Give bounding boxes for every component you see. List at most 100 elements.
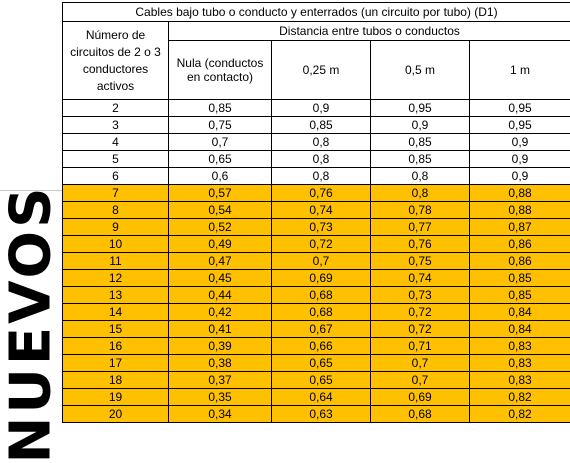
- factor-cell: 0,9: [470, 168, 570, 185]
- factor-cell: 0,57: [169, 185, 272, 202]
- column-header-nula: Nula (conductos en contacto): [169, 41, 272, 100]
- factor-cell: 0,7: [371, 355, 470, 372]
- circuit-count-cell: 8: [63, 202, 169, 219]
- factor-cell: 0,73: [272, 219, 371, 236]
- circuit-count-cell: 9: [63, 219, 169, 236]
- factor-cell: 0,84: [470, 304, 570, 321]
- factor-cell: 0,71: [371, 338, 470, 355]
- circuit-count-cell: 4: [63, 134, 169, 151]
- circuits-header: Número de circuitos de 2 o 3 conductores…: [63, 22, 169, 100]
- factor-cell: 0,8: [371, 185, 470, 202]
- factor-cell: 0,85: [470, 270, 570, 287]
- distance-header: Distancia entre tubos o conductos: [169, 22, 570, 41]
- circuit-count-cell: 17: [63, 355, 169, 372]
- circuit-count-cell: 6: [63, 168, 169, 185]
- factor-cell: 0,67: [272, 321, 371, 338]
- circuit-count-cell: 12: [63, 270, 169, 287]
- factor-cell: 0,73: [371, 287, 470, 304]
- factor-cell: 0,95: [470, 117, 570, 134]
- factor-cell: 0,8: [272, 134, 371, 151]
- factor-cell: 0,8: [272, 168, 371, 185]
- circuit-count-cell: 16: [63, 338, 169, 355]
- column-header-0-25m: 0,25 m: [272, 41, 371, 100]
- circuit-count-cell: 18: [63, 372, 169, 389]
- factor-cell: 0,63: [272, 406, 371, 423]
- factor-cell: 0,72: [371, 321, 470, 338]
- factor-cell: 0,82: [470, 406, 570, 423]
- column-header-1m: 1 m: [470, 41, 570, 100]
- nuevos-side-label: NUEVOS: [0, 190, 62, 456]
- factor-cell: 0,72: [272, 236, 371, 253]
- factor-cell: 0,64: [272, 389, 371, 406]
- factor-cell: 0,47: [169, 253, 272, 270]
- factor-cell: 0,87: [470, 219, 570, 236]
- factor-cell: 0,6: [169, 168, 272, 185]
- factor-cell: 0,85: [371, 134, 470, 151]
- factor-cell: 0,78: [371, 202, 470, 219]
- circuit-count-cell: 19: [63, 389, 169, 406]
- factor-cell: 0,69: [272, 270, 371, 287]
- factor-cell: 0,65: [169, 151, 272, 168]
- circuit-count-cell: 11: [63, 253, 169, 270]
- factor-cell: 0,66: [272, 338, 371, 355]
- factor-cell: 0,76: [272, 185, 371, 202]
- factor-cell: 0,41: [169, 321, 272, 338]
- factor-cell: 0,68: [272, 304, 371, 321]
- factor-cell: 0,49: [169, 236, 272, 253]
- factor-cell: 0,7: [169, 134, 272, 151]
- column-header-0-5m: 0,5 m: [371, 41, 470, 100]
- factor-cell: 0,68: [272, 287, 371, 304]
- factor-cell: 0,44: [169, 287, 272, 304]
- factor-cell: 0,9: [371, 117, 470, 134]
- factor-cell: 0,85: [371, 151, 470, 168]
- circuit-count-cell: 7: [63, 185, 169, 202]
- factor-cell: 0,52: [169, 219, 272, 236]
- factor-cell: 0,8: [371, 168, 470, 185]
- circuit-count-cell: 20: [63, 406, 169, 423]
- factor-cell: 0,65: [272, 372, 371, 389]
- factor-cell: 0,85: [470, 287, 570, 304]
- circuit-count-cell: 14: [63, 304, 169, 321]
- factor-cell: 0,34: [169, 406, 272, 423]
- factor-cell: 0,68: [371, 406, 470, 423]
- factor-cell: 0,88: [470, 202, 570, 219]
- nuevos-text: NUEVOS: [3, 184, 59, 463]
- factor-cell: 0,82: [470, 389, 570, 406]
- factor-cell: 0,74: [272, 202, 371, 219]
- factor-cell: 0,75: [371, 253, 470, 270]
- factor-cell: 0,88: [470, 185, 570, 202]
- circuit-count-cell: 10: [63, 236, 169, 253]
- factor-cell: 0,86: [470, 236, 570, 253]
- factor-cell: 0,69: [371, 389, 470, 406]
- factor-cell: 0,45: [169, 270, 272, 287]
- circuit-count-cell: 2: [63, 100, 169, 117]
- factor-cell: 0,9: [272, 100, 371, 117]
- factor-cell: 0,9: [470, 151, 570, 168]
- factor-cell: 0,38: [169, 355, 272, 372]
- factor-cell: 0,7: [371, 372, 470, 389]
- factor-cell: 0,83: [470, 355, 570, 372]
- factor-cell: 0,86: [470, 253, 570, 270]
- factor-cell: 0,83: [470, 372, 570, 389]
- reduction-factor-table: Cables bajo tubo o conducto y enterrados…: [62, 2, 570, 423]
- factor-cell: 0,9: [470, 134, 570, 151]
- factor-cell: 0,76: [371, 236, 470, 253]
- factor-cell: 0,85: [169, 100, 272, 117]
- factor-cell: 0,35: [169, 389, 272, 406]
- factor-cell: 0,42: [169, 304, 272, 321]
